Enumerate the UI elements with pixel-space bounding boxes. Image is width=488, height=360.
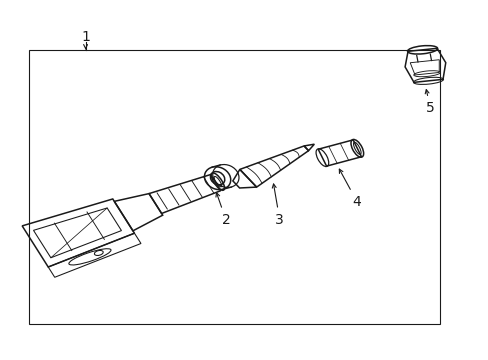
Text: 4: 4 bbox=[339, 169, 361, 208]
Bar bbox=[29, 50, 439, 324]
Text: 2: 2 bbox=[216, 193, 230, 226]
Text: 5: 5 bbox=[425, 90, 434, 115]
Text: 1: 1 bbox=[81, 30, 90, 44]
Text: 3: 3 bbox=[272, 184, 284, 226]
